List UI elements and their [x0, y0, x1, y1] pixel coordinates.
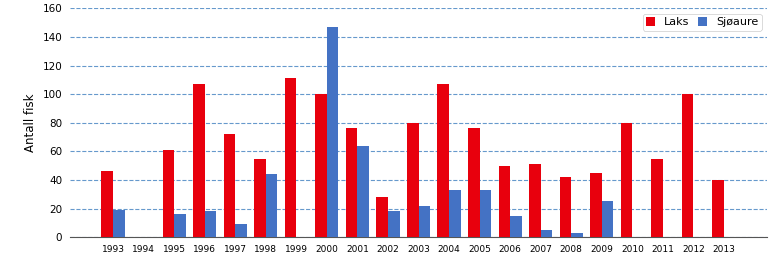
Bar: [468, 128, 480, 237]
Bar: [498, 166, 510, 237]
Bar: [682, 94, 694, 237]
Bar: [601, 201, 613, 237]
Bar: [480, 190, 491, 237]
Bar: [113, 210, 125, 237]
Legend: Laks, Sjøaure: Laks, Sjøaure: [643, 14, 762, 31]
Bar: [418, 206, 430, 237]
Bar: [651, 158, 663, 237]
Bar: [407, 123, 418, 237]
Bar: [163, 150, 174, 237]
Bar: [541, 230, 553, 237]
Bar: [377, 197, 388, 237]
Bar: [346, 128, 357, 237]
Bar: [357, 146, 369, 237]
Bar: [449, 190, 460, 237]
Bar: [510, 216, 522, 237]
Bar: [560, 177, 571, 237]
Y-axis label: Antall fisk: Antall fisk: [24, 93, 36, 152]
Bar: [590, 173, 601, 237]
Bar: [224, 134, 236, 237]
Bar: [174, 214, 186, 237]
Bar: [284, 78, 296, 237]
Bar: [621, 123, 632, 237]
Bar: [529, 164, 541, 237]
Bar: [193, 84, 205, 237]
Bar: [712, 180, 724, 237]
Bar: [437, 84, 449, 237]
Bar: [254, 158, 266, 237]
Bar: [236, 224, 247, 237]
Bar: [571, 233, 583, 237]
Bar: [266, 174, 277, 237]
Bar: [102, 171, 113, 237]
Bar: [388, 211, 400, 237]
Bar: [327, 27, 339, 237]
Bar: [315, 94, 327, 237]
Bar: [205, 211, 216, 237]
